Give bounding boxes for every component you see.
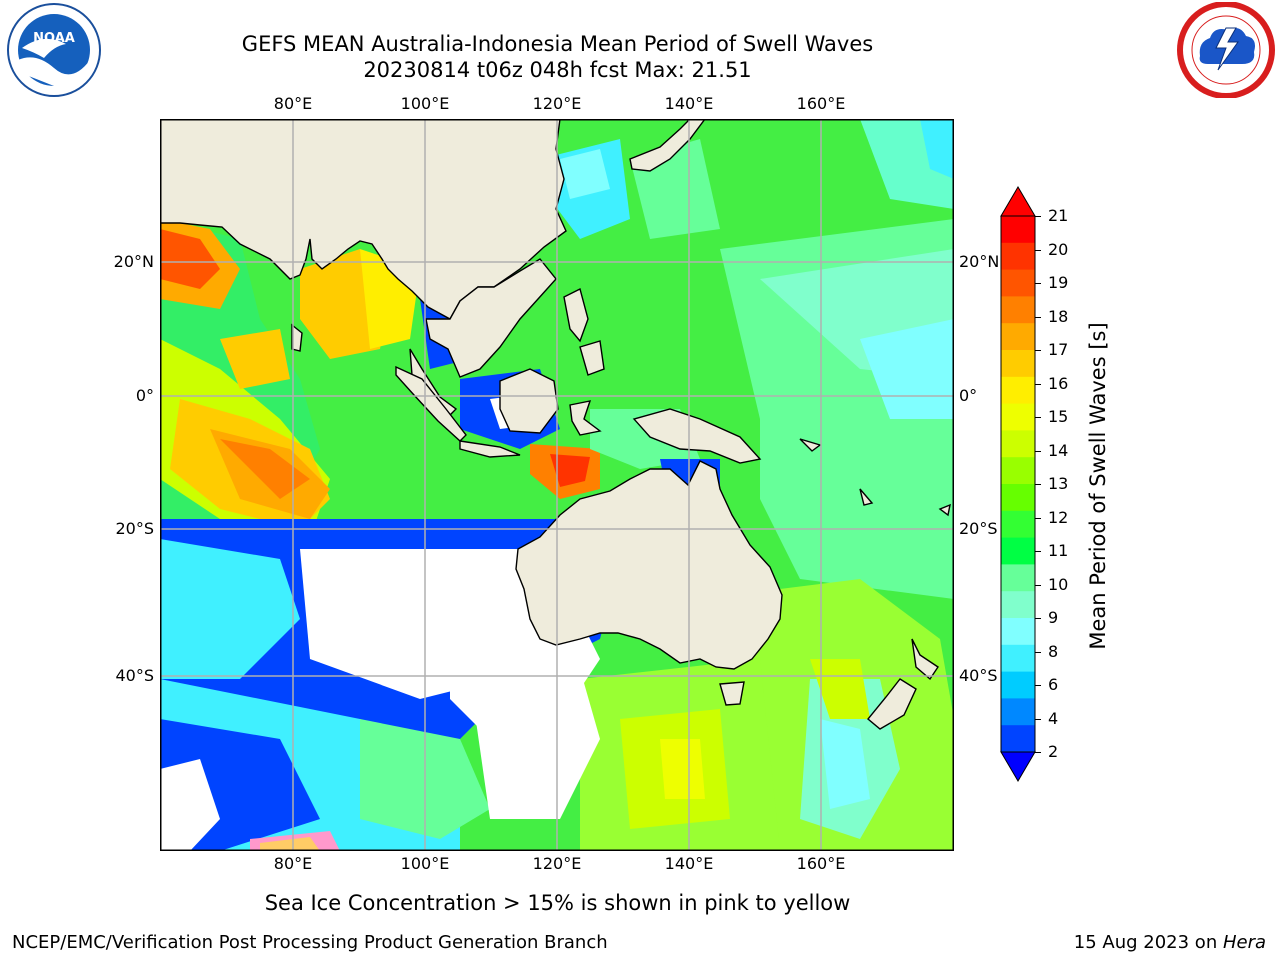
colorbar-tick-mark xyxy=(1035,350,1041,351)
map-frame xyxy=(160,119,954,851)
lon-tick-top: 100°E xyxy=(400,94,450,113)
noaa-logo-text: NOAA xyxy=(33,31,75,46)
colorbar-tick-mark xyxy=(1035,584,1041,586)
colorbar-tick-mark xyxy=(1035,383,1041,385)
colorbar-tick-mark xyxy=(1035,551,1041,552)
colorbar-tick-label: 6 xyxy=(1048,675,1059,694)
colorbar-tick-label: 14 xyxy=(1048,440,1069,460)
colorbar-tick-label: 17 xyxy=(1048,340,1069,359)
colorbar-tick-mark xyxy=(1035,249,1041,251)
colorbar-tick-label: 13 xyxy=(1048,474,1069,493)
lon-tick-bottom: 120°E xyxy=(532,854,582,873)
lat-tick-left: 40°S xyxy=(115,666,154,685)
sea-ice-note: Sea Ice Concentration > 15% is shown in … xyxy=(264,891,851,915)
colorbar-segment xyxy=(1001,376,1035,405)
map-panel xyxy=(159,118,954,851)
colorbar-segment xyxy=(1001,537,1035,565)
colorbar-tick-label: 2 xyxy=(1048,742,1059,761)
lat-tick-right: 0° xyxy=(959,386,978,405)
colorbar-tick-label: 11 xyxy=(1048,541,1069,560)
colorbar-over-arrow xyxy=(1000,186,1036,217)
colorbar-segment xyxy=(1001,323,1035,351)
colorbar xyxy=(1000,186,1036,782)
colorbar-tick-label: 8 xyxy=(1048,641,1059,661)
colorbar-tick-mark xyxy=(1035,450,1041,452)
colorbar-tick-label: 9 xyxy=(1048,608,1059,627)
colorbar-label: Mean Period of Swell Waves [s] xyxy=(1086,322,1110,650)
host-name: Hera xyxy=(1222,932,1266,953)
colorbar-tick-mark xyxy=(1035,718,1041,720)
colorbar-segment xyxy=(1001,350,1035,378)
lon-tick-top: 160°E xyxy=(796,94,846,113)
colorbar-segment xyxy=(1001,242,1035,271)
colorbar-tick-label: 16 xyxy=(1048,373,1069,393)
colorbar-tick-mark xyxy=(1035,651,1041,653)
colorbar-segment xyxy=(1001,591,1035,619)
colorbar-segment xyxy=(1001,618,1035,646)
colorbar-segment xyxy=(1001,403,1035,431)
colorbar-tick-label: 19 xyxy=(1048,273,1069,292)
colorbar-segment xyxy=(1001,430,1035,458)
colorbar-tick-label: 10 xyxy=(1048,574,1069,594)
colorbar-tick-label: 21 xyxy=(1048,206,1069,225)
lon-tick-bottom: 140°E xyxy=(664,854,714,873)
run-info: 15 Aug 2023 on Hera xyxy=(1074,932,1266,953)
colorbar-segment xyxy=(1001,564,1035,592)
lat-tick-right: 40°S xyxy=(959,666,998,685)
colorbar-tick-mark xyxy=(1035,316,1041,318)
lat-tick-left: 0° xyxy=(135,386,154,405)
colorbar-segment xyxy=(1001,725,1035,753)
colorbar-segment xyxy=(1001,296,1035,324)
lat-tick-left: 20°N xyxy=(113,252,154,271)
nws-logo xyxy=(1176,1,1276,99)
lon-tick-top: 120°E xyxy=(532,94,582,113)
map-gridlines xyxy=(160,119,954,851)
colorbar-segment xyxy=(1001,484,1035,512)
producer-credit: NCEP/EMC/Verification Post Processing Pr… xyxy=(12,932,608,953)
colorbar-ticks: 21 20 19 18 17 16 15 14 13 12 11 10 9 8 6 4 2 xyxy=(1035,186,1087,782)
land-masses xyxy=(159,118,951,730)
colorbar-segment xyxy=(1001,216,1035,244)
lon-tick-bottom: 100°E xyxy=(400,854,450,873)
lat-tick-right: 20°N xyxy=(959,252,1000,271)
lon-tick-bottom: 80°E xyxy=(273,854,313,873)
colorbar-segment xyxy=(1001,671,1035,699)
lon-tick-top: 80°E xyxy=(273,94,313,113)
run-date: 15 Aug 2023 on xyxy=(1073,932,1223,953)
colorbar-tick-label: 18 xyxy=(1048,306,1069,326)
colorbar-tick-mark xyxy=(1035,618,1041,619)
colorbar-segment xyxy=(1001,457,1035,485)
lon-tick-bottom: 160°E xyxy=(796,854,846,873)
colorbar-tick-label: 4 xyxy=(1048,708,1059,728)
colorbar-tick-mark xyxy=(1035,752,1041,753)
chart-subtitle: 20230814 t06z 048h fcst Max: 21.51 xyxy=(363,58,752,82)
colorbar-tick-mark xyxy=(1035,685,1041,686)
colorbar-tick-mark xyxy=(1035,517,1041,519)
colorbar-segment xyxy=(1001,510,1035,539)
colorbar-segment xyxy=(1001,698,1035,726)
colorbar-segment xyxy=(1001,644,1035,673)
colorbar-tick-mark xyxy=(1035,283,1041,284)
colorbar-tick-label: 12 xyxy=(1048,507,1069,527)
lat-tick-right: 20°S xyxy=(959,519,998,538)
chart-title: GEFS MEAN Australia-Indonesia Mean Perio… xyxy=(241,32,874,56)
colorbar-tick-label: 20 xyxy=(1048,239,1069,259)
map-canvas xyxy=(159,118,954,851)
colorbar-tick-label: 15 xyxy=(1048,407,1069,426)
colorbar-under-arrow xyxy=(1000,751,1036,782)
colorbar-tick-mark xyxy=(1035,417,1041,418)
colorbar-segment xyxy=(1001,269,1035,297)
colorbar-tick-mark xyxy=(1035,484,1041,485)
lon-tick-top: 140°E xyxy=(664,94,714,113)
noaa-logo: NOAA xyxy=(4,2,104,98)
colorbar-tick-mark xyxy=(1035,216,1041,217)
lat-tick-left: 20°S xyxy=(115,519,154,538)
